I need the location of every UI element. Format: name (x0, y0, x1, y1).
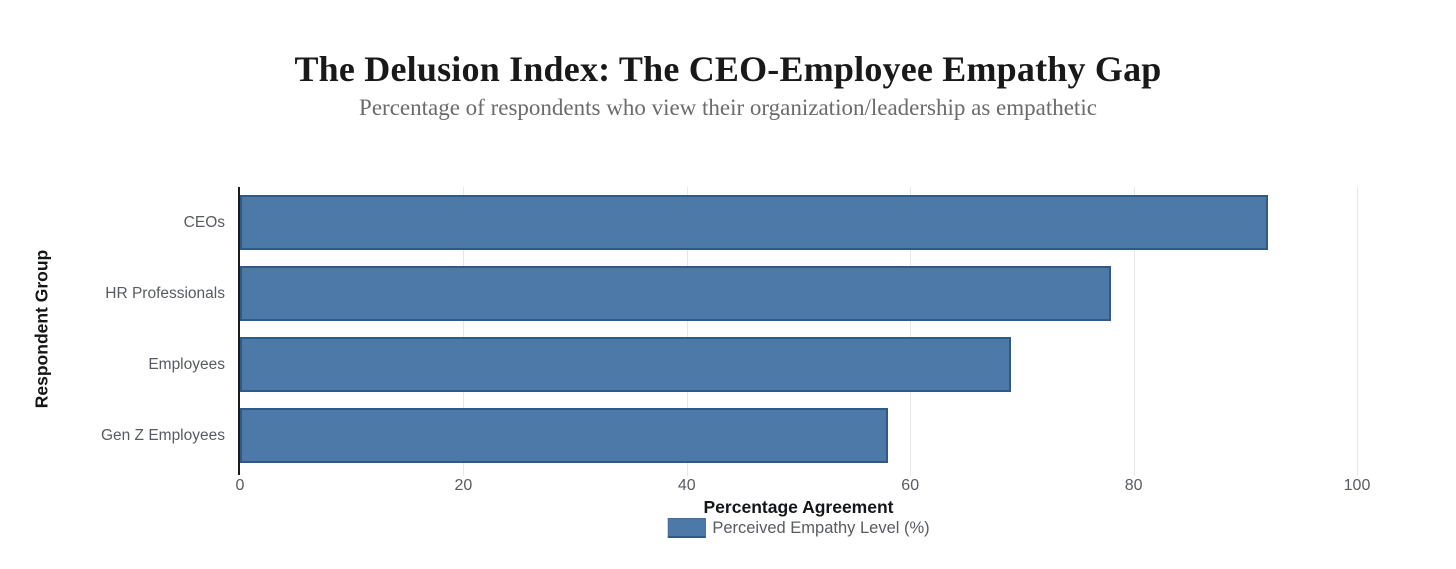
legend-swatch-icon (667, 518, 706, 538)
chart-title: The Delusion Index: The CEO-Employee Emp… (294, 49, 1162, 89)
x-tick-label: 0 (235, 477, 245, 494)
y-axis-title: Respondent Group (31, 249, 52, 409)
x-tick-label: 60 (901, 477, 920, 494)
plot-area: CEOs HR Professionals Employees Gen Z Em… (101, 187, 1370, 538)
x-tick-label: 80 (1124, 477, 1143, 494)
gridline (910, 187, 912, 476)
bar-category-label: Employees (148, 355, 225, 373)
legend: Perceived Empathy Level (%) (667, 518, 930, 538)
bar (240, 195, 1268, 250)
bar-row: Gen Z Employees (101, 400, 1357, 471)
bar-row: CEOs (184, 187, 1357, 258)
gridline (686, 187, 688, 476)
bar-row: HR Professionals (105, 258, 1357, 329)
chart-subtitle: Percentage of respondents who view their… (359, 95, 1097, 120)
x-axis-title: Percentage Agreement (703, 497, 894, 517)
gridline (1357, 187, 1358, 476)
x-tick-label: 40 (677, 477, 696, 494)
bar (240, 408, 888, 463)
gridline (463, 187, 465, 476)
bar-category-label: Gen Z Employees (100, 426, 225, 444)
bar (240, 266, 1112, 321)
x-tick-label: 100 (1343, 477, 1371, 494)
bar-category-label: HR Professionals (105, 284, 225, 302)
bar (240, 337, 1011, 392)
bar-category-label: CEOs (183, 213, 225, 231)
bar-row: Employees (148, 329, 1357, 400)
x-tick-label: 20 (454, 477, 473, 494)
bar-rows: CEOs HR Professionals Employees Gen Z Em… (101, 187, 1357, 471)
y-axis-line (238, 187, 240, 475)
gridline (1133, 187, 1135, 476)
legend-label: Perceived Empathy Level (%) (712, 518, 930, 537)
